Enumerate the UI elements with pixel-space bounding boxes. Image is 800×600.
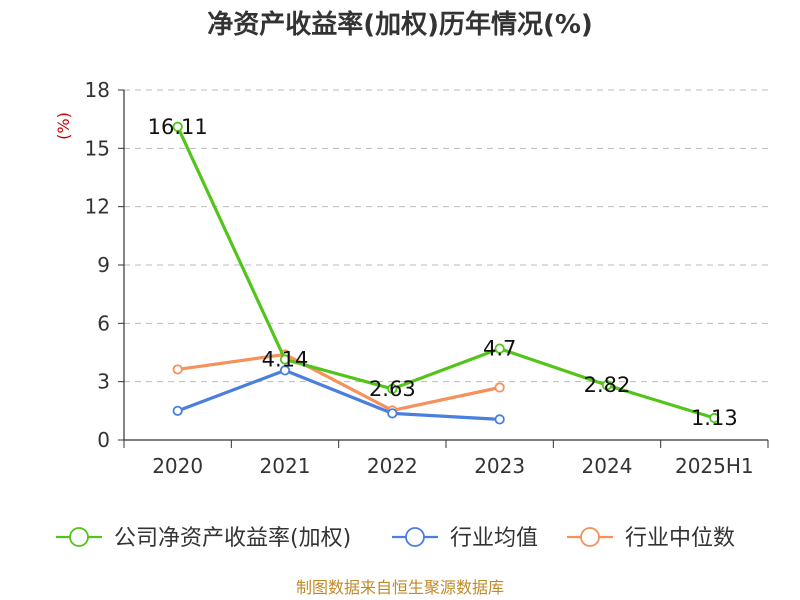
data-point-1 — [172, 405, 183, 416]
data-point-2 — [172, 364, 183, 375]
legend-label: 行业均值 — [450, 526, 538, 551]
legend-label: 公司净资产收益率(加权) — [114, 526, 351, 551]
series-line-1 — [176, 368, 502, 421]
x-tick-label: 2020 — [152, 454, 203, 478]
data-labels: 16.11 4.14 2.63 4.7 2.82 1.13 — [148, 115, 738, 430]
y-axis-unit-label: (%) — [54, 112, 73, 140]
data-point-0 — [172, 121, 183, 132]
data-label: 4.14 — [262, 348, 309, 372]
y-tick-label: 0 — [97, 428, 110, 452]
series-lines — [172, 121, 720, 425]
data-label: 2.82 — [584, 373, 631, 397]
series-line-0 — [176, 125, 716, 420]
data-label: 1.13 — [691, 406, 738, 430]
x-tick-label: 2021 — [260, 454, 311, 478]
y-tick-label: 15 — [85, 136, 110, 160]
data-label: 16.11 — [148, 115, 208, 139]
series-line-2 — [176, 352, 502, 413]
grid-lines — [124, 89, 768, 383]
legend-marker-1 — [405, 527, 425, 547]
x-tick-label: 2022 — [367, 454, 418, 478]
x-tick-label: 2023 — [474, 454, 525, 478]
legend-marker-2 — [580, 527, 600, 547]
legend-marker-0 — [69, 527, 89, 547]
data-point-0 — [279, 354, 291, 365]
y-tick-label: 18 — [85, 78, 110, 102]
axes: 0 3 6 9 12 15 18 2020 2021 2022 2023 2024 2025H1 — [85, 78, 769, 478]
y-tick-label: 9 — [97, 253, 110, 277]
y-tick-label: 3 — [97, 370, 110, 394]
data-label: 2.63 — [369, 377, 416, 401]
data-point-1 — [387, 408, 398, 419]
y-tick-label: 12 — [85, 195, 110, 219]
data-point-0 — [494, 343, 505, 354]
data-label: 4.7 — [483, 337, 516, 361]
data-point-0 — [387, 383, 398, 394]
legend: 公司净资产收益率(加权) 行业均值 行业中位数 — [56, 526, 735, 551]
legend-label: 行业中位数 — [625, 526, 735, 551]
data-point-0 — [709, 412, 720, 424]
y-tick-label: 6 — [97, 311, 110, 335]
data-point-1 — [279, 365, 291, 376]
x-tick-label: 2024 — [582, 454, 633, 478]
data-point-1 — [494, 414, 505, 425]
source-note: 制图数据来自恒生聚源数据库 — [296, 578, 504, 597]
chart-title: 净资产收益率(加权)历年情况(%) — [207, 9, 593, 40]
x-tick-label: 2025H1 — [675, 454, 754, 478]
data-point-2 — [494, 382, 505, 393]
data-point-0 — [601, 380, 613, 391]
